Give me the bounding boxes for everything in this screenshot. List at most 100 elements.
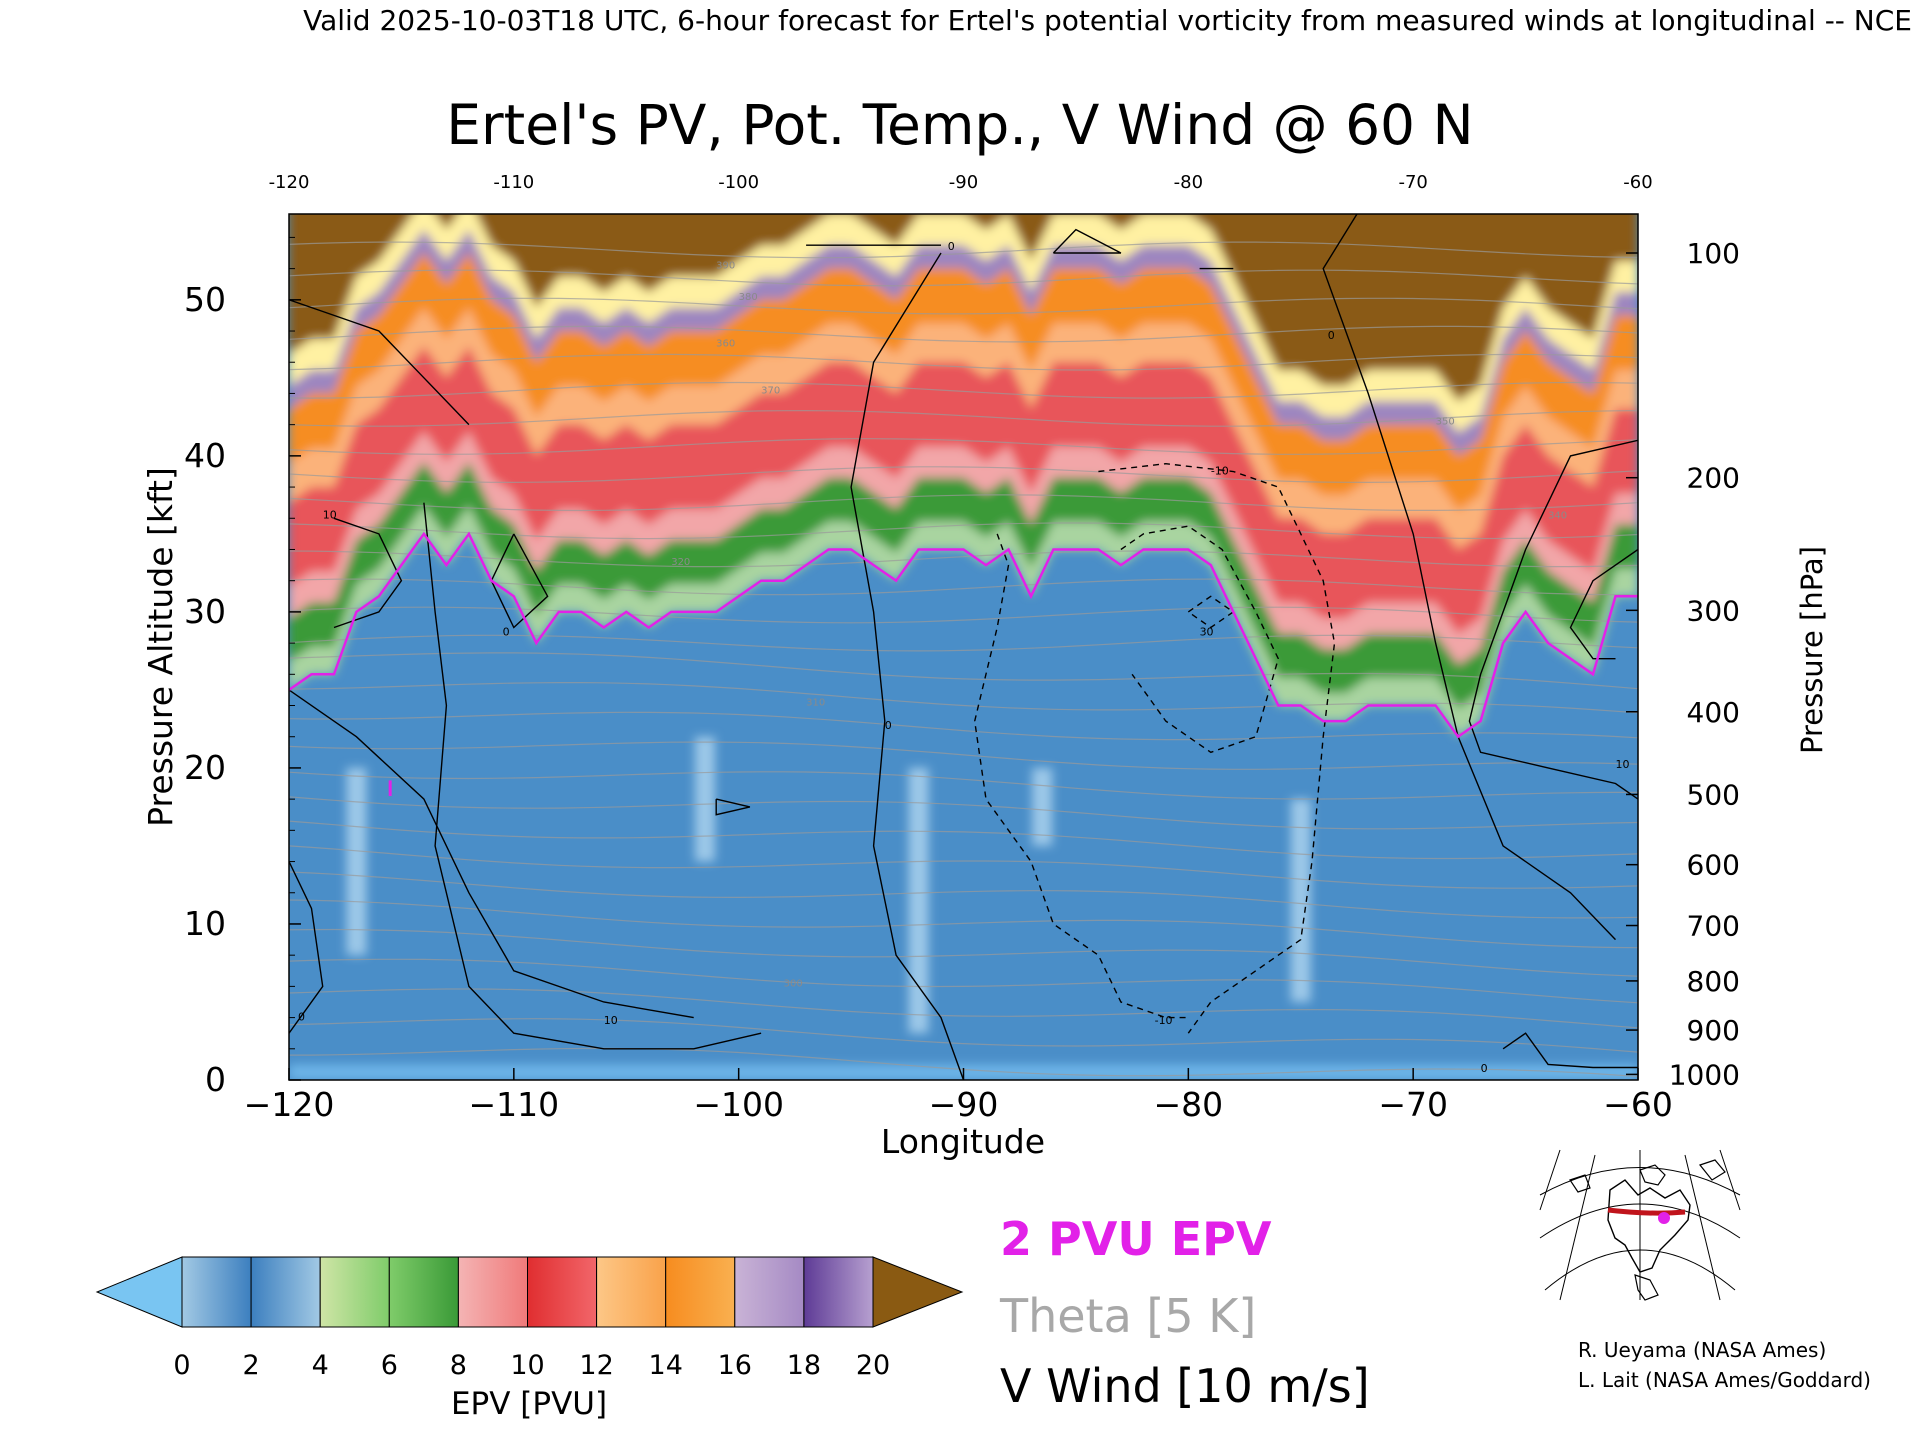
theta-contour: [289, 325, 1638, 343]
wind-contour: [490, 533, 549, 629]
colorbar-segment: [803, 1256, 874, 1328]
pv-bands: [289, 214, 1638, 1080]
chart-title: Ertel's PV, Pot. Temp., V Wind @ 60 N: [446, 93, 1473, 157]
legend-pvu: 2 PVU EPV: [1000, 1212, 1272, 1266]
theta-contour: [289, 771, 1638, 800]
pressure-tick-label: 600: [1687, 849, 1740, 882]
colorbar-arrow-high: [872, 1256, 964, 1328]
pressure-tick-label: 200: [1687, 462, 1740, 495]
colorbar-segment: [388, 1256, 459, 1328]
wind-contours: 0 0 0 0 0 0 10 10 10 -10 -10 30: [289, 214, 1638, 1080]
colorbar-label: EPV [PVU]: [451, 1386, 607, 1422]
theta-contour-label: 350: [1436, 417, 1455, 428]
theta-contour-label: 370: [761, 385, 780, 396]
theta-contour: [289, 988, 1638, 1029]
theta-contour: [289, 796, 1638, 830]
wind-contour-label: 0: [1328, 329, 1335, 342]
wind-contour: [289, 689, 694, 1019]
colorbar-tick-label: 8: [450, 1350, 467, 1381]
colorbar-tick-label: 14: [649, 1350, 683, 1381]
wind-contour: [1502, 1032, 1638, 1069]
wind-contour-label: 30: [1200, 625, 1214, 638]
theta-contour: [289, 606, 1638, 624]
pv-band-light-blue: [694, 736, 715, 862]
pressure-tick-label: 100: [1687, 237, 1740, 270]
wind-contour-label: -10: [1155, 1014, 1173, 1027]
colorbar-tick-label: 2: [243, 1350, 260, 1381]
wind-contour-label: 10: [323, 508, 337, 521]
pv-band-light-blue: [1290, 799, 1311, 1002]
x-tick-label: −60: [1603, 1085, 1673, 1124]
y-tick-label: 40: [184, 436, 226, 475]
theta-contour-label: 360: [716, 339, 735, 350]
pressure-axis-label: Pressure [hPa]: [1795, 546, 1829, 754]
y-tick-label: 50: [184, 280, 226, 319]
theta-contour-label: 320: [671, 557, 690, 568]
theta-contour: [289, 550, 1638, 568]
theta-contour: [289, 466, 1638, 484]
plot-area: 320 310 300 340 350 360 370 380 390 0 0 0 0 0 0 10 10 10…: [288, 213, 1639, 1081]
pressure-tick-label: 800: [1687, 965, 1740, 998]
y-axis-label: Pressure Altitude [kft]: [141, 467, 180, 827]
theta-contour: [289, 682, 1638, 714]
credit-line-2: L. Lait (NASA Ames/Goddard): [1578, 1368, 1871, 1392]
track-line: [1607, 1207, 1686, 1216]
wind-contour: [1187, 595, 1235, 629]
wind-contour: [1098, 462, 1336, 1034]
theta-contour: [289, 820, 1638, 860]
top-tick-label: -120: [269, 172, 310, 193]
tropopause-layer: [289, 531, 1638, 797]
theta-contour: [289, 381, 1638, 399]
header-text: Valid 2025-10-03T18 UTC, 6-hour forecast…: [303, 4, 1912, 37]
theta-contour: [289, 741, 1638, 770]
wind-contour: [423, 502, 762, 1050]
y-axis: 0 10 20 30 40 50: [184, 236, 301, 1099]
wind-contour: [289, 299, 470, 426]
legend: 2 PVU EPV Theta [5 K] V Wind [10 m/s]: [999, 1212, 1370, 1413]
colorbar-tick-label: 12: [579, 1350, 613, 1381]
y-tick-label: 30: [184, 592, 226, 631]
theta-contour: [289, 652, 1638, 690]
colorbar-tick-label: 6: [381, 1350, 398, 1381]
wind-contour-label: 0: [1481, 1062, 1488, 1075]
pv-band-brown: [289, 214, 1638, 402]
colorbar-segment: [665, 1256, 736, 1328]
top-tick-label: -60: [1623, 172, 1652, 193]
x-tick-label: −100: [693, 1085, 784, 1124]
pv-band-light-blue: [1032, 767, 1053, 846]
theta-contour-label: 340: [1548, 510, 1567, 521]
top-tick-label: -100: [718, 172, 759, 193]
theta-contour-label: 390: [716, 261, 735, 272]
theta-contour-label: 310: [806, 698, 825, 709]
colorbar-segment: [527, 1256, 598, 1328]
colorbar-segment: [457, 1256, 528, 1328]
colorbar-segment: [596, 1256, 667, 1328]
colorbar-segment: [181, 1256, 252, 1328]
top-tick-label: -70: [1398, 172, 1427, 193]
legend-theta: Theta [5 K]: [999, 1289, 1256, 1343]
y-tick-label: 10: [184, 904, 226, 943]
wind-contour-label: 0: [298, 1011, 305, 1024]
colorbar-tick-label: 4: [312, 1350, 329, 1381]
theta-contour: [289, 871, 1638, 919]
wind-contour: [1468, 439, 1638, 800]
pressure-tick-label: 500: [1687, 778, 1740, 811]
wind-contour-label: 10: [604, 1014, 618, 1027]
wind-contour: [333, 517, 403, 629]
credit-line-1: R. Ueyama (NASA Ames): [1578, 1338, 1826, 1362]
colorbar-arrow-low: [95, 1256, 183, 1328]
x-tick-label: −120: [244, 1085, 335, 1124]
colorbar: 0 2 4 6 8 10 12 14 16 18 20: [95, 1256, 964, 1381]
theta-contour: [289, 438, 1638, 455]
theta-contour: [289, 353, 1638, 371]
colorbar-segment: [250, 1256, 321, 1328]
theta-contour: [289, 269, 1638, 287]
tropopause-2pvu-line: [289, 531, 1638, 739]
pressure-tick-label: 300: [1687, 594, 1740, 627]
wind-contour-label: 10: [1616, 758, 1630, 771]
colorbar-segment: [319, 1256, 390, 1328]
wind-contour-label: -10: [1211, 465, 1229, 478]
theta-contour: [289, 578, 1638, 596]
wind-contour-label: 0: [948, 240, 955, 253]
